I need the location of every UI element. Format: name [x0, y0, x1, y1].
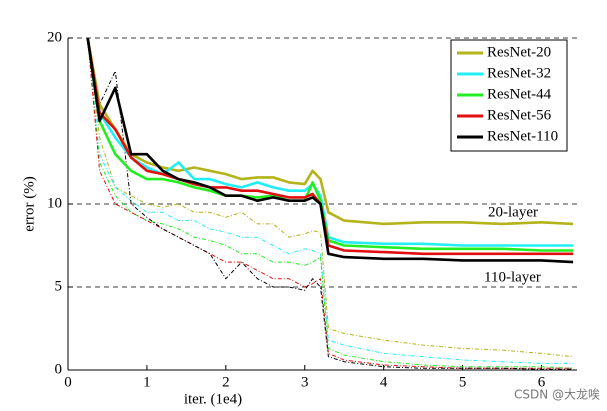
y-tick-label: 10: [47, 195, 62, 211]
x-tick-label: 2: [222, 374, 230, 390]
train-error-line: [87, 37, 574, 370]
x-tick-label: 0: [64, 374, 72, 390]
test-error-line: [86, 37, 574, 256]
annotation: 110-layer: [484, 269, 541, 285]
legend-label: ResNet-32: [487, 65, 551, 81]
y-tick-label: 20: [47, 29, 62, 45]
x-tick-label: 3: [301, 374, 309, 390]
test-error-line: [86, 37, 574, 252]
train-error-line: [87, 37, 574, 358]
x-tick-label: 6: [538, 374, 546, 390]
train-error-line: [87, 37, 574, 369]
test-error-line: [86, 37, 574, 264]
legend-label: ResNet-110: [487, 128, 558, 144]
test-error-line: [86, 37, 574, 247]
y-tick-label: 0: [55, 361, 63, 377]
y-tick-label: 5: [55, 278, 63, 294]
y-axis-label: error (%): [21, 176, 37, 231]
test-error-line: [86, 37, 574, 226]
legend-label: ResNet-20: [487, 44, 551, 60]
legend-label: ResNet-44: [487, 86, 552, 102]
watermark: CSDN @大龙唉: [514, 388, 600, 402]
x-axis-label: iter. (1e4): [184, 391, 242, 407]
plot-area: [86, 37, 574, 370]
train-error-line: [87, 37, 574, 364]
legend-label: ResNet-56: [487, 107, 552, 123]
annotation: 20-layer: [488, 204, 538, 220]
x-tick-label: 1: [143, 374, 151, 390]
x-tick-label: 4: [380, 374, 388, 390]
x-tick-label: 5: [459, 374, 467, 390]
